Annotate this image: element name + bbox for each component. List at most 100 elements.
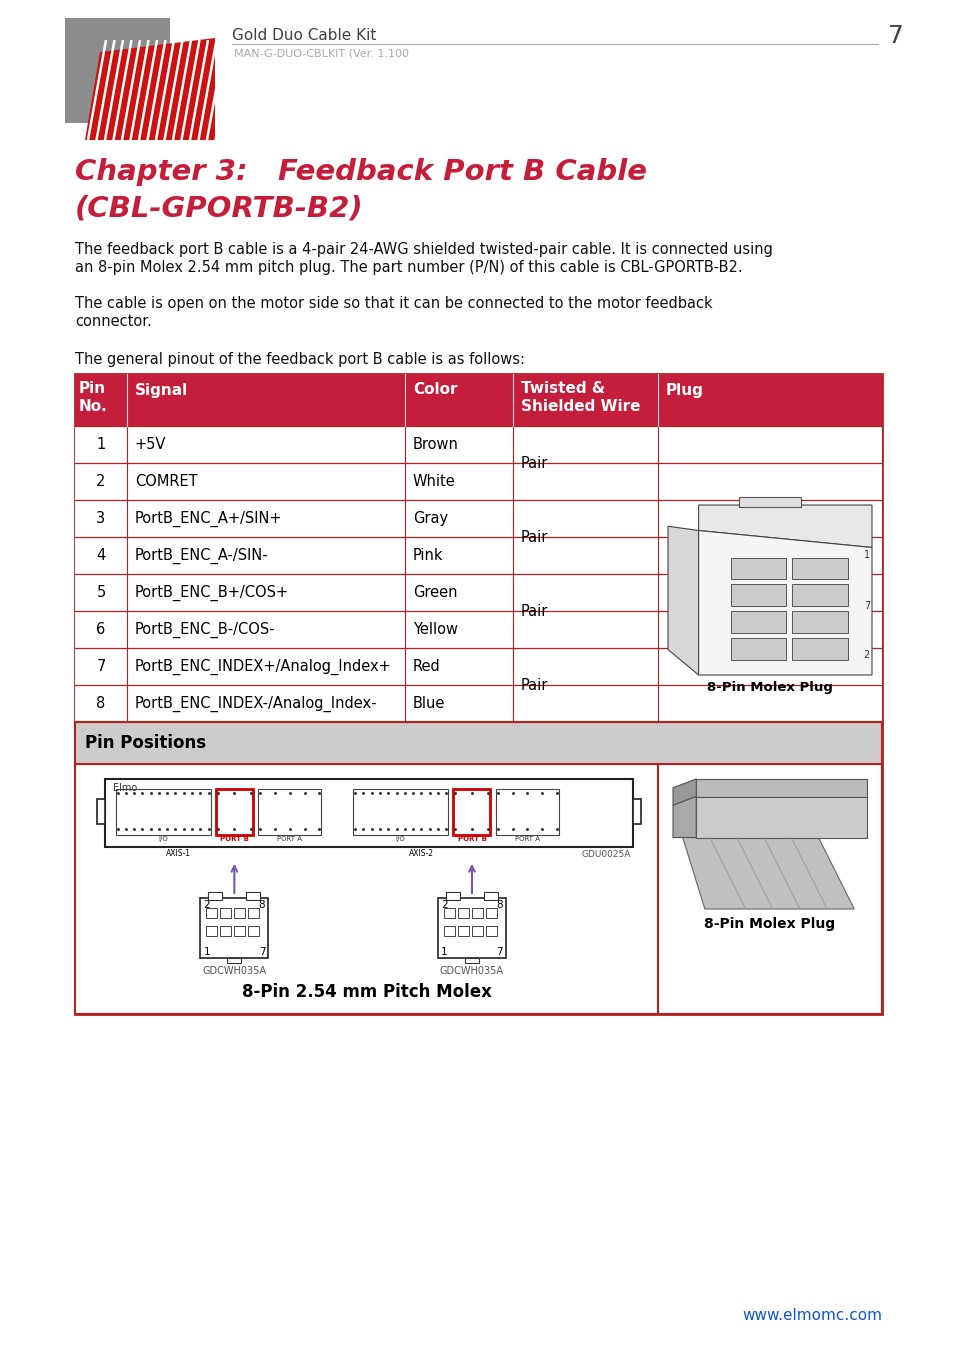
- Text: 8: 8: [96, 697, 106, 711]
- Polygon shape: [682, 837, 853, 909]
- Bar: [453, 788, 490, 836]
- Bar: [792, 558, 846, 579]
- Text: AXIS-2: AXIS-2: [409, 849, 434, 859]
- Text: 5: 5: [96, 585, 106, 599]
- Polygon shape: [672, 796, 696, 837]
- Bar: [206, 926, 217, 936]
- Bar: [234, 926, 245, 936]
- Text: Yellow: Yellow: [413, 622, 457, 637]
- Text: The cable is open on the motor side so that it can be connected to the motor fee: The cable is open on the motor side so t…: [75, 296, 712, 310]
- Bar: [730, 612, 785, 633]
- Text: GDU0025A: GDU0025A: [581, 850, 630, 859]
- Text: PORT A: PORT A: [515, 836, 539, 842]
- Text: 7: 7: [887, 24, 903, 49]
- Text: 2: 2: [96, 474, 106, 489]
- Bar: [75, 537, 882, 574]
- Bar: [457, 926, 469, 936]
- Bar: [730, 585, 785, 606]
- Bar: [730, 639, 785, 660]
- Text: Plug: Plug: [665, 382, 703, 397]
- Text: 8: 8: [258, 900, 265, 910]
- Text: +5V: +5V: [135, 437, 166, 452]
- Bar: [248, 909, 259, 918]
- Bar: [75, 684, 882, 722]
- Text: 2: 2: [203, 900, 210, 910]
- Bar: [258, 788, 321, 836]
- Bar: [208, 892, 222, 900]
- Bar: [472, 926, 482, 936]
- Text: PortB_ENC_INDEX+/Analog_Index+: PortB_ENC_INDEX+/Analog_Index+: [135, 659, 392, 675]
- Bar: [75, 722, 882, 764]
- Text: Elmo: Elmo: [112, 783, 137, 792]
- Polygon shape: [696, 796, 866, 837]
- Text: The general pinout of the feedback port B cable is as follows:: The general pinout of the feedback port …: [75, 352, 524, 367]
- Bar: [234, 909, 245, 918]
- Text: Brown: Brown: [413, 437, 458, 452]
- Bar: [792, 639, 846, 660]
- Bar: [485, 909, 497, 918]
- Bar: [353, 788, 448, 836]
- Bar: [443, 926, 455, 936]
- Text: Blue: Blue: [413, 697, 445, 711]
- Text: PortB_ENC_B+/COS+: PortB_ENC_B+/COS+: [135, 585, 289, 601]
- Text: 3: 3: [96, 512, 106, 526]
- Text: Color: Color: [413, 382, 457, 397]
- Text: 8-Pin 2.54 mm Pitch Molex: 8-Pin 2.54 mm Pitch Molex: [241, 983, 491, 1000]
- Text: Pair: Pair: [520, 529, 548, 544]
- Bar: [457, 909, 469, 918]
- Text: Pair: Pair: [520, 455, 548, 471]
- Bar: [75, 500, 882, 537]
- Bar: [496, 788, 558, 836]
- Text: 1: 1: [203, 946, 210, 957]
- Text: www.elmomc.com: www.elmomc.com: [741, 1308, 882, 1323]
- Bar: [472, 909, 482, 918]
- Bar: [485, 926, 497, 936]
- Text: The feedback port B cable is a 4-pair 24-AWG shielded twisted-pair cable. It is : The feedback port B cable is a 4-pair 24…: [75, 242, 772, 256]
- Text: PortB_ENC_INDEX-/Analog_Index-: PortB_ENC_INDEX-/Analog_Index-: [135, 695, 377, 711]
- Text: Pink: Pink: [413, 548, 443, 563]
- Polygon shape: [698, 531, 871, 675]
- Text: 8-Pin Molex Plug: 8-Pin Molex Plug: [703, 917, 835, 932]
- Text: PortB_ENC_A-/SIN-: PortB_ENC_A-/SIN-: [135, 547, 269, 563]
- Text: PORT A: PORT A: [277, 836, 302, 842]
- Text: an 8-pin Molex 2.54 mm pitch plug. The part number (P/N) of this cable is CBL-GP: an 8-pin Molex 2.54 mm pitch plug. The p…: [75, 261, 741, 275]
- Text: 1: 1: [863, 549, 869, 559]
- Bar: [75, 463, 882, 500]
- Polygon shape: [667, 526, 698, 675]
- Text: connector.: connector.: [75, 315, 152, 329]
- Text: PortB_ENC_A+/SIN+: PortB_ENC_A+/SIN+: [135, 510, 282, 526]
- Bar: [75, 648, 882, 684]
- Text: Gray: Gray: [413, 512, 448, 526]
- Bar: [443, 909, 455, 918]
- Bar: [730, 558, 785, 579]
- Bar: [65, 18, 170, 123]
- Text: 1: 1: [440, 946, 447, 957]
- Bar: [437, 898, 505, 958]
- Text: Twisted &: Twisted &: [520, 381, 604, 396]
- Bar: [483, 892, 497, 900]
- Bar: [75, 427, 882, 463]
- Polygon shape: [633, 799, 640, 824]
- Text: Pin Positions: Pin Positions: [85, 734, 206, 752]
- Text: 6: 6: [96, 622, 106, 637]
- Text: Chapter 3:   Feedback Port B Cable: Chapter 3: Feedback Port B Cable: [75, 158, 646, 186]
- Text: AXIS-1: AXIS-1: [166, 849, 192, 859]
- Bar: [445, 892, 459, 900]
- Text: PORT B: PORT B: [220, 836, 249, 842]
- Polygon shape: [85, 38, 214, 140]
- Text: I/O: I/O: [395, 836, 405, 842]
- Bar: [75, 612, 882, 648]
- Text: Pair: Pair: [520, 678, 548, 693]
- Text: Shielded Wire: Shielded Wire: [520, 400, 639, 414]
- Bar: [206, 909, 217, 918]
- Text: Red: Red: [413, 659, 440, 674]
- Bar: [220, 926, 232, 936]
- Text: 4: 4: [96, 548, 106, 563]
- Text: Pin: Pin: [79, 381, 106, 396]
- Text: Pair: Pair: [520, 603, 548, 618]
- Bar: [75, 764, 882, 1014]
- Polygon shape: [698, 505, 871, 548]
- Text: 8-Pin Molex Plug: 8-Pin Molex Plug: [706, 680, 832, 694]
- Text: Gold Duo Cable Kit: Gold Duo Cable Kit: [232, 28, 376, 43]
- Bar: [464, 958, 478, 963]
